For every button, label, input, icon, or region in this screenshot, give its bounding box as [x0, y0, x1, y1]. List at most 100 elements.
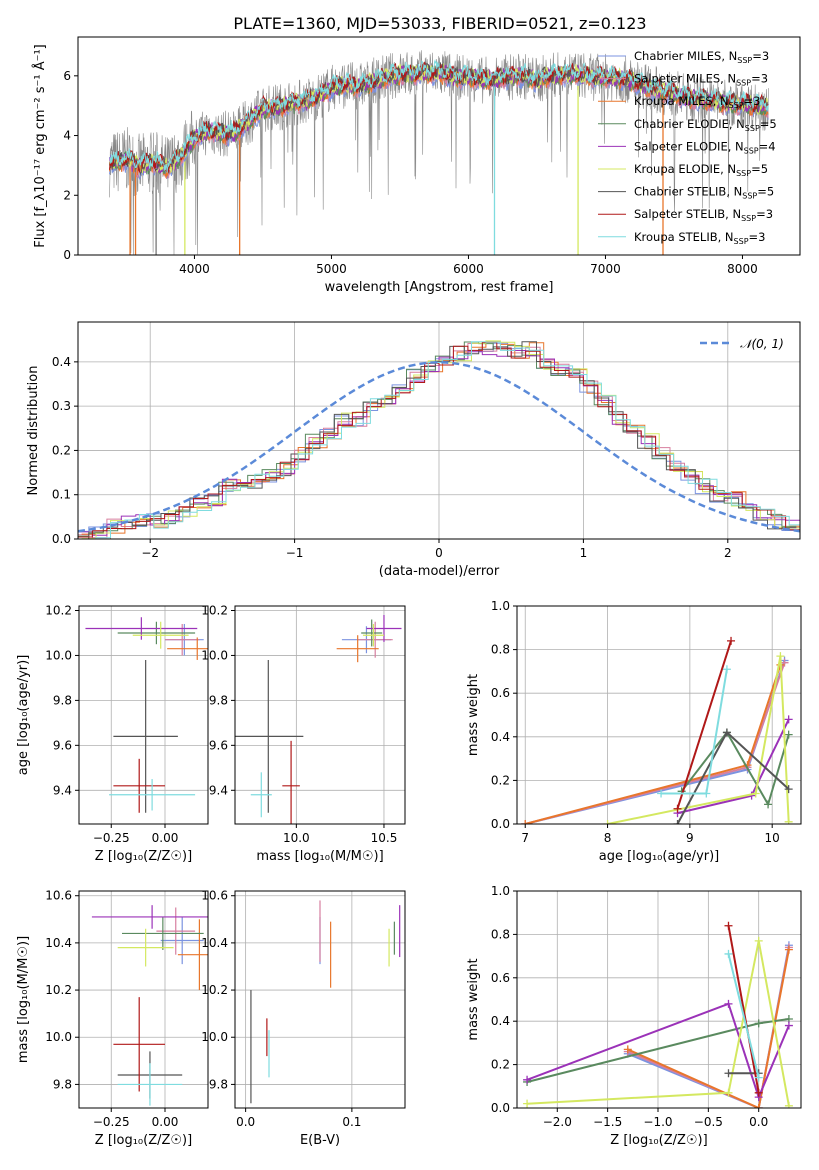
x-tick-label: 0 [435, 546, 443, 560]
y-tick-label: 0 [63, 248, 71, 262]
y-tick-label: 9.6 [209, 738, 228, 752]
weight-series-line [727, 953, 760, 1078]
x-tick-label: 9 [686, 831, 694, 845]
y-tick-label: 10.0 [45, 1030, 72, 1044]
weight-point-marker [724, 1088, 733, 1097]
data-point-errorbar [160, 916, 204, 965]
y-axis-label: mass [log₁₀(M/M☉)] [16, 936, 31, 1063]
x-tick-label: 0.00 [152, 831, 179, 845]
x-axis-label: E(B-V) [300, 1133, 340, 1148]
legend-label: Salpeter MILES, NSSP=3 [634, 72, 768, 88]
data-point-errorbar [117, 928, 174, 967]
x-tick-label: −1 [286, 546, 304, 560]
y-tick-label: 6 [63, 69, 71, 83]
age_vs_Z-panel: −0.25 0.00 9.4 9.6 9.8 10.0 10.2 Z [log₁₀(Z/Z☉)… [16, 603, 209, 864]
x-tick-label: −0.5 [694, 1115, 723, 1129]
data-point-errorbar [362, 623, 384, 647]
data-point-errorbar [167, 637, 208, 660]
weight-series-line [524, 660, 786, 824]
data-point-errorbar [113, 659, 178, 813]
weight-point-marker [784, 1021, 793, 1030]
y-tick-label: 0.4 [52, 355, 71, 369]
plot-area [235, 614, 402, 824]
x-tick-label: −0.25 [93, 1115, 130, 1129]
x-tick-label: 5000 [316, 262, 347, 276]
plot-area [523, 921, 793, 1108]
weight-point-marker [523, 1075, 532, 1084]
weight-point-marker [722, 728, 731, 737]
y-tick-label: 0.2 [52, 443, 71, 457]
legend-label: Chabrier MILES, NSSP=3 [634, 49, 769, 65]
age_vs_mass-panel: 10.0 10.5 9.4 9.6 9.8 10.0 10.2 mass [log₁₀(M/M… [201, 603, 406, 864]
data-point-errorbar [336, 635, 379, 663]
axes-frame [234, 605, 406, 825]
normal-reference-curve [78, 361, 800, 533]
data-point-errorbar [361, 619, 383, 647]
weight-point-marker [724, 999, 733, 1008]
axes-frame [78, 890, 209, 1109]
weight-series-line [627, 949, 790, 1108]
x-axis-label: Z [log₁₀(Z/Z☉)] [95, 1133, 192, 1148]
histogram-series [81, 341, 800, 539]
weight-point-marker [784, 1101, 793, 1108]
legend-label: Salpeter STELIB, NSSP=3 [634, 207, 773, 223]
mass_vs_ebv-panel: 0.0 0.1 9.8 10.0 10.2 10.4 10.6 E(B-V) [201, 889, 406, 1148]
y-tick-label: 1.0 [491, 599, 510, 613]
weight-point-marker [784, 715, 793, 724]
y-tick-label: 0.8 [491, 927, 510, 941]
weight-point-marker [724, 1069, 733, 1078]
x-tick-label: 10.0 [283, 831, 310, 845]
weight-point-marker [521, 820, 530, 824]
data-point-errorbar [117, 1063, 183, 1106]
x-tick-label: 6000 [453, 262, 484, 276]
data-point-errorbar [132, 621, 189, 649]
y-tick-label: 10.4 [45, 936, 72, 950]
weight-point-marker [727, 636, 736, 645]
weight-point-marker [754, 1088, 763, 1097]
data-point-errorbar [366, 614, 402, 642]
x-axis-label: Z [log₁₀(Z/Z☉)] [95, 849, 192, 864]
y-tick-label: 9.4 [209, 783, 228, 797]
x-tick-label: 0.0 [749, 1115, 768, 1129]
x-axis-label: Z [log₁₀(Z/Z☉)] [610, 1133, 707, 1148]
weight-point-marker [623, 1045, 632, 1054]
plot-area [91, 905, 208, 1106]
x-axis-label: mass [log₁₀(M/M☉)] [256, 849, 383, 864]
data-point-errorbar [165, 623, 200, 656]
weight-series-line [524, 664, 782, 824]
data-point-errorbar [177, 919, 208, 991]
data-point-errorbar [113, 997, 165, 1092]
y-tick-label: 0.3 [52, 399, 71, 413]
weight-point-marker [724, 921, 733, 930]
weight-series-line [607, 655, 790, 824]
weight-point-marker [776, 652, 785, 661]
y-axis-label: Flux [f_λ10⁻¹⁷ erg cm⁻² s⁻¹ Å⁻¹] [32, 44, 48, 248]
plot-area [250, 900, 401, 1104]
x-tick-label: −1.0 [643, 1115, 672, 1129]
plot-area [521, 636, 793, 824]
weight-series-line [526, 1002, 790, 1101]
axes-frame [516, 890, 802, 1109]
y-tick-label: 10.2 [45, 983, 72, 997]
weight-point-marker [673, 820, 682, 824]
y-tick-label: 9.4 [53, 783, 72, 797]
axes-frame [77, 36, 801, 256]
y-tick-label: 10.0 [45, 648, 72, 662]
axes-frame [78, 605, 209, 825]
y-tick-label: 9.8 [209, 693, 228, 707]
x-tick-label: 4000 [179, 262, 210, 276]
data-point-errorbar [357, 621, 393, 658]
legend-label: Kroupa STELIB, NSSP=3 [634, 230, 765, 246]
weight-point-marker [784, 817, 793, 824]
residuals-panel: −2 −1 0 1 2 0.0 0.1 0.2 0.3 0.4 (data-model)/error… [26, 321, 801, 579]
data-point-errorbar [109, 779, 196, 811]
y-tick-label: 10.6 [201, 889, 228, 903]
x-tick-label: 0.00 [152, 1115, 179, 1129]
y-tick-label: 9.8 [53, 693, 72, 707]
data-point-errorbar [282, 740, 300, 824]
y-tick-label: 0.0 [491, 1101, 510, 1115]
data-point-errorbar [117, 621, 196, 645]
y-tick-label: 0.6 [491, 686, 510, 700]
histogram-series [78, 341, 800, 538]
